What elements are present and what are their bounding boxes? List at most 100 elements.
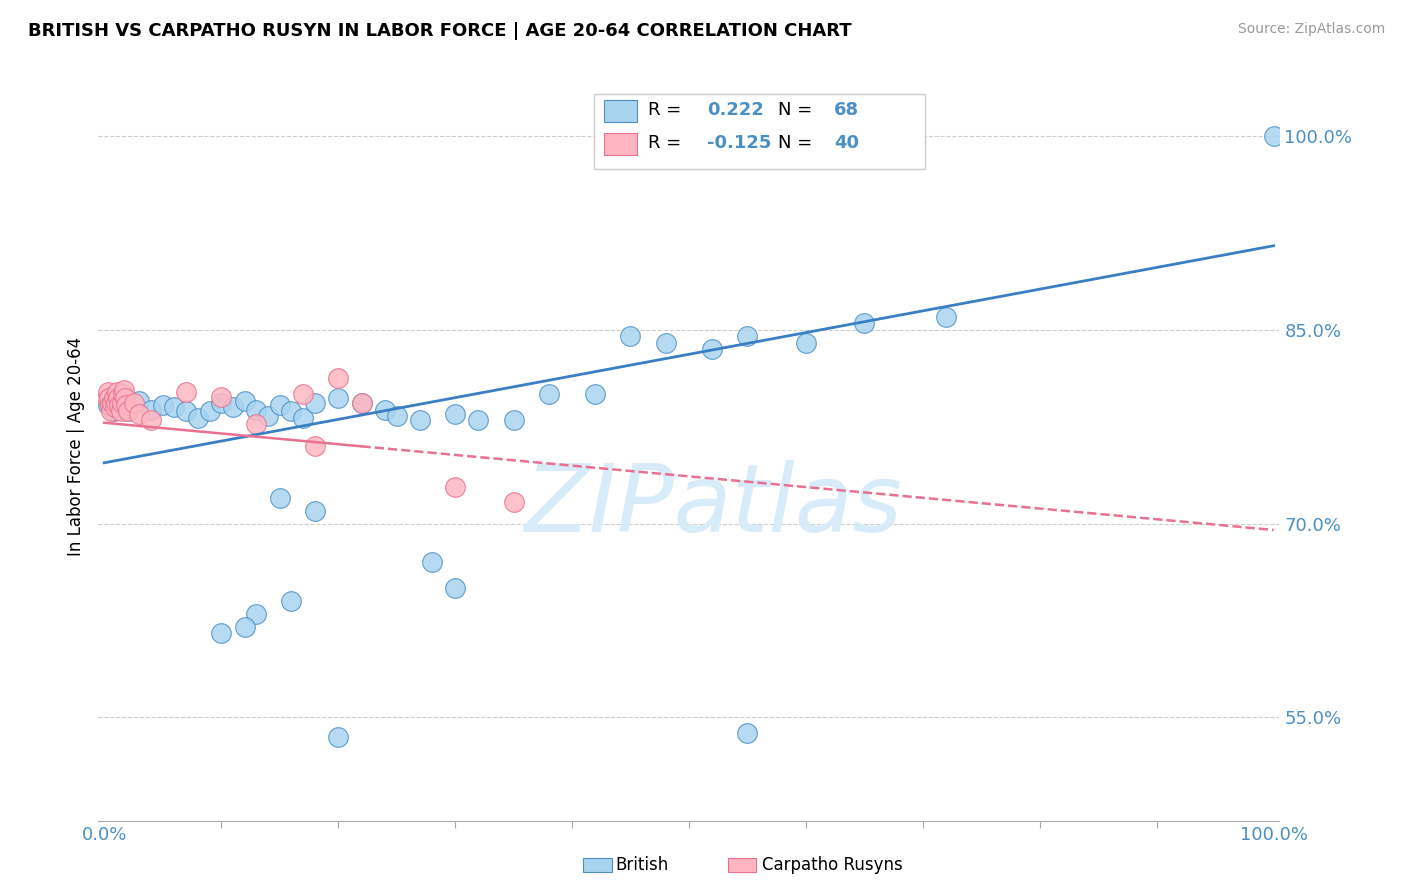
Point [103,391,125,405]
Point [794,335,817,350]
Point [97,398,120,412]
Point [385,409,408,424]
Point [114,391,136,405]
Point [111,391,134,405]
Point [350,396,373,410]
Point [222,401,245,415]
Point [1263,128,1285,143]
Text: R =: R = [648,102,686,120]
Point [326,730,349,744]
Point [269,398,291,412]
Point [467,413,489,427]
FancyBboxPatch shape [605,133,637,155]
Text: 68: 68 [834,102,859,120]
FancyBboxPatch shape [605,100,637,122]
Point [112,384,135,398]
Point [139,413,162,427]
Point [444,581,467,595]
Point [98,398,121,412]
Point [104,401,127,415]
Point [444,407,467,421]
Point [537,387,560,401]
Point [209,626,232,640]
Point [111,396,134,410]
Point [111,387,134,401]
Point [374,402,396,417]
Point [209,390,232,404]
Point [101,396,124,410]
Point [292,387,315,401]
Point [114,396,136,410]
Point [117,404,139,418]
Point [280,404,302,418]
Point [280,594,302,608]
Point [304,439,326,453]
Point [107,402,129,417]
Point [100,404,122,418]
Point [96,391,118,405]
Point [111,387,134,401]
Point [583,387,606,401]
Point [104,396,127,410]
Point [245,417,267,431]
Point [502,494,524,508]
Point [187,410,209,425]
Point [257,409,280,424]
Point [233,620,256,634]
Point [105,384,128,399]
Text: N =: N = [778,102,817,120]
FancyBboxPatch shape [595,94,925,169]
Point [104,393,127,408]
Point [108,396,131,410]
Point [100,396,122,410]
Point [409,413,432,427]
Point [502,413,524,427]
Text: ZIPatlas: ZIPatlas [523,460,901,551]
Point [245,607,267,621]
Text: Carpatho Rusyns: Carpatho Rusyns [762,856,903,874]
Text: 40: 40 [834,135,859,153]
Point [619,329,641,343]
Point [163,401,186,415]
Point [444,480,467,494]
Point [935,310,957,324]
Text: R =: R = [648,135,686,153]
Point [233,393,256,408]
Point [97,391,120,405]
Point [98,390,121,404]
Point [117,404,139,418]
Point [737,329,759,343]
Point [152,398,174,412]
Point [103,404,125,418]
Point [107,391,129,405]
Point [304,396,326,410]
Point [350,396,373,410]
Point [326,391,349,405]
Point [174,404,197,418]
Point [209,396,232,410]
Point [737,726,759,740]
Point [101,401,124,415]
Text: -0.125: -0.125 [707,135,770,153]
Point [110,404,132,418]
Point [245,402,267,417]
Point [292,410,315,425]
Point [654,335,676,350]
Point [174,384,197,399]
Point [104,398,127,412]
Point [269,491,291,505]
Point [128,407,150,421]
Point [198,404,221,418]
Point [122,396,145,410]
Text: BRITISH VS CARPATHO RUSYN IN LABOR FORCE | AGE 20-64 CORRELATION CHART: BRITISH VS CARPATHO RUSYN IN LABOR FORCE… [28,22,852,40]
Y-axis label: In Labor Force | Age 20-64: In Labor Force | Age 20-64 [66,336,84,556]
Point [304,503,326,517]
Point [853,316,876,330]
Point [326,370,349,384]
Text: N =: N = [778,135,817,153]
Text: British: British [616,856,669,874]
Text: 0.222: 0.222 [707,102,763,120]
Point [97,384,120,399]
Point [420,555,443,569]
Point [128,393,150,408]
